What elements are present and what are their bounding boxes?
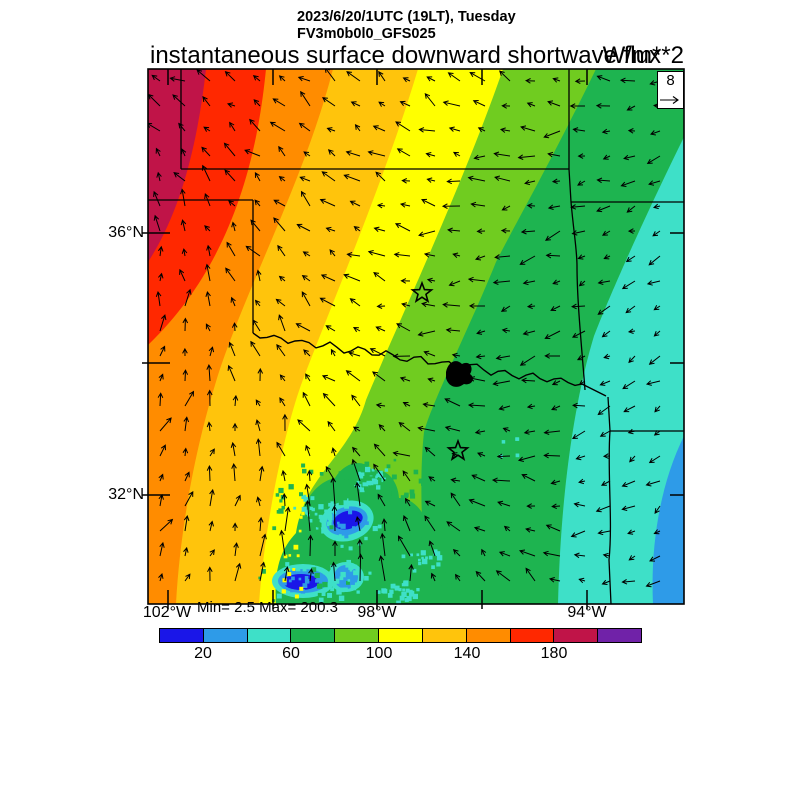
colorbar-segment-0	[160, 629, 204, 642]
colorbar-segment-9	[554, 629, 599, 642]
colorbar-segment-7	[466, 629, 511, 642]
minmax-label: Min= 2.5 Max= 200.3	[197, 599, 338, 616]
colorbar-segment-6	[422, 629, 467, 642]
colorbar-segment-2	[247, 629, 292, 642]
colorbar-tick-label-0: 20	[194, 645, 212, 662]
lon-label-0: 102°W	[142, 604, 192, 621]
band-teal	[558, 137, 684, 604]
wind-reference-box: 8	[657, 71, 684, 109]
header-model: FV3m0b0l0_GFS025	[297, 26, 436, 42]
header-datetime: 2023/6/20/1UTC (19LT), Tuesday	[297, 9, 516, 25]
units-label: W/m**2	[602, 42, 684, 69]
lon-label-2: 94°W	[567, 604, 607, 621]
lake-texoma	[446, 361, 473, 387]
axis-ticks	[142, 69, 684, 609]
flux-field-bands	[148, 69, 684, 604]
colorbar	[159, 628, 642, 643]
colorbar-segment-10	[598, 629, 641, 642]
colorbar-segment-1	[203, 629, 248, 642]
red-river	[252, 332, 607, 397]
colorbar-tick-label-1: 60	[282, 645, 300, 662]
wind-reference-arrow-icon	[660, 96, 679, 104]
plot-title: instantaneous surface downward shortwave…	[150, 42, 661, 69]
map-frame	[147, 68, 685, 605]
colorbar-tick-label-4: 180	[540, 645, 568, 662]
lat-label-1: 32°N	[108, 486, 144, 503]
band-blue	[652, 436, 684, 604]
colorbar-tick-label-2: 100	[365, 645, 393, 662]
wind-reference-value: 8	[666, 72, 675, 89]
colorbar-segment-3	[291, 629, 336, 642]
lat-label-0: 36°N	[108, 224, 144, 241]
colorbar-segment-8	[510, 629, 555, 642]
wind-arrows	[148, 69, 661, 588]
colorbar-tick-label-3: 140	[453, 645, 481, 662]
lon-label-1: 98°W	[357, 604, 397, 621]
colorbar-segment-5	[379, 629, 423, 642]
header-block: 2023/6/20/1UTC (19LT), Tuesday FV3m0b0l0…	[297, 9, 516, 43]
colorbar-segment-4	[335, 629, 380, 642]
state-borders	[148, 69, 684, 605]
